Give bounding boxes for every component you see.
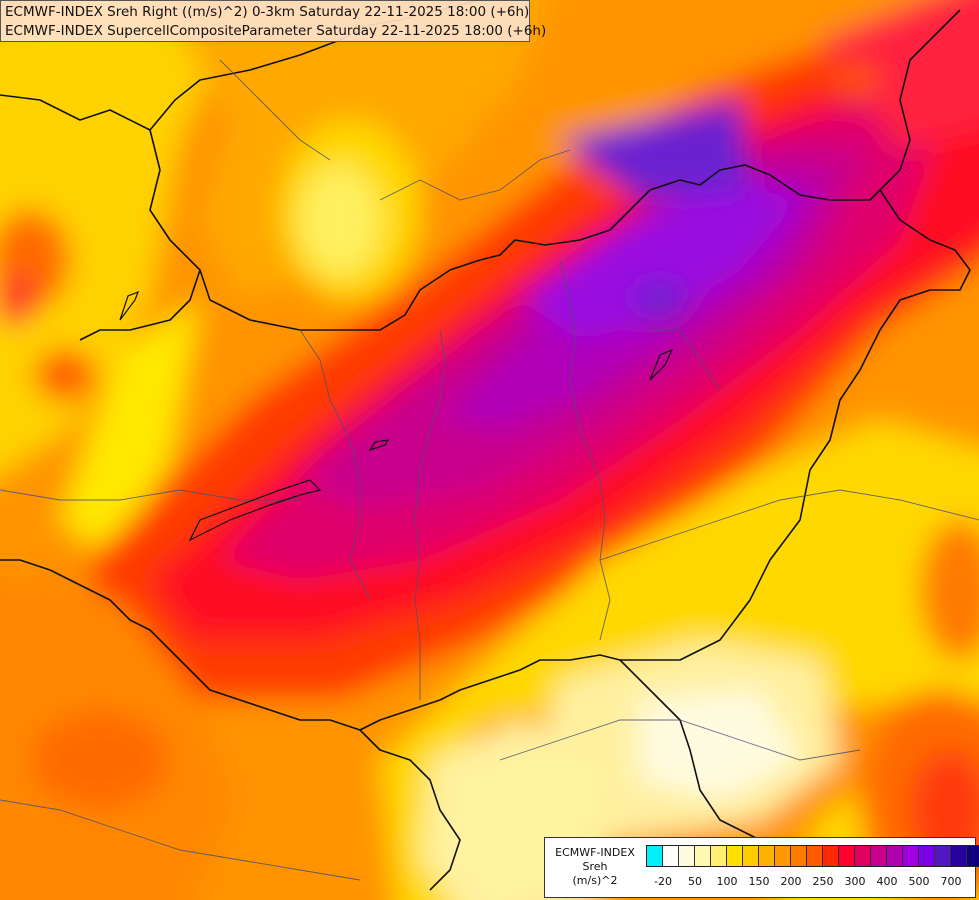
legend-swatch <box>823 846 839 866</box>
legend-swatch <box>695 846 711 866</box>
legend-unit: (m/s)^2 <box>572 874 618 887</box>
title-line-2: ECMWF-INDEX SupercellCompositeParameter … <box>5 23 547 39</box>
legend-swatch <box>807 846 823 866</box>
legend-tick-label: 400 <box>876 875 898 888</box>
map-title: ECMWF-INDEX Sreh Right ((m/s)^2) 0-3km S… <box>0 0 547 42</box>
legend-swatch <box>727 846 743 866</box>
legend-swatch <box>679 846 695 866</box>
legend-swatch <box>919 846 935 866</box>
legend-tick-label: 200 <box>780 875 802 888</box>
legend-tick-label: 250 <box>812 875 834 888</box>
legend-swatch <box>903 846 919 866</box>
legend-swatch <box>647 846 663 866</box>
legend-swatch <box>871 846 887 866</box>
legend-tick-label: 700 <box>940 875 962 888</box>
legend-swatch <box>839 846 855 866</box>
legend-tick-label: 150 <box>748 875 770 888</box>
legend-swatch <box>855 846 871 866</box>
legend-swatch <box>887 846 903 866</box>
legend-tick-label: 50 <box>688 875 702 888</box>
legend-swatch <box>967 846 979 866</box>
legend-tick-label: 100 <box>716 875 738 888</box>
legend-swatch <box>951 846 967 866</box>
legend-swatch <box>743 846 759 866</box>
legend-tick-label: -20 <box>654 875 672 888</box>
title-line-1: ECMWF-INDEX Sreh Right ((m/s)^2) 0-3km S… <box>5 4 530 20</box>
legend-swatches <box>646 845 979 867</box>
legend-param: Sreh <box>582 860 608 873</box>
rivers-and-regions <box>0 59 979 881</box>
legend-swatch <box>791 846 807 866</box>
legend-tick-label: 300 <box>844 875 866 888</box>
legend-swatch <box>759 846 775 866</box>
legend-label: ECMWF-INDEX Sreh (m/s)^2 <box>545 846 645 888</box>
legend-swatch <box>663 846 679 866</box>
color-legend: ECMWF-INDEX Sreh (m/s)^2 -20 50 100 150 200 2… <box>544 837 979 898</box>
lakes <box>119 290 674 542</box>
legend-tick-label: 500 <box>908 875 930 888</box>
legend-swatch <box>935 846 951 866</box>
legend-model: ECMWF-INDEX <box>555 846 635 859</box>
legend-swatch <box>711 846 727 866</box>
legend-swatch <box>775 846 791 866</box>
